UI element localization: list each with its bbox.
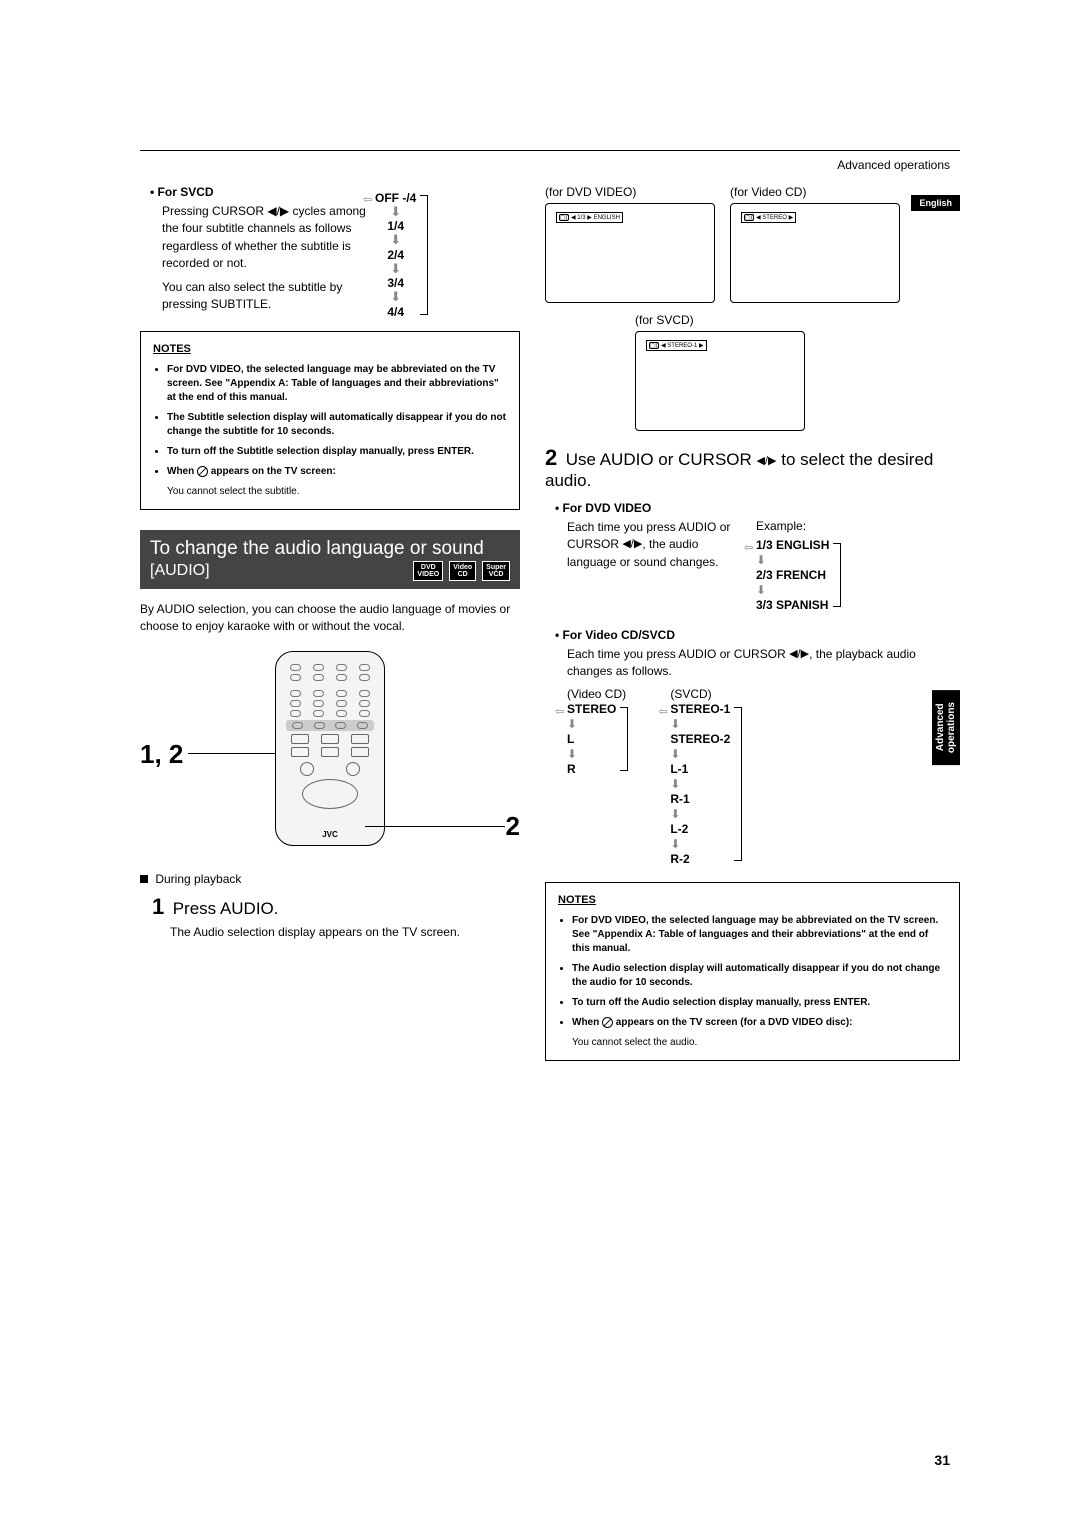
dvd-video-text: Each time you press AUDIO or CURSOR ◀/▶,… — [567, 519, 742, 608]
svcd-text2: You can also select the subtitle by pres… — [162, 279, 375, 314]
notes-box-audio: NOTES For DVD VIDEO, the selected langua… — [545, 882, 960, 1061]
prohibit-icon — [602, 1017, 613, 1028]
left-column: • For SVCD Pressing CURSOR ◀/▶ cycles am… — [140, 185, 520, 1061]
remote-diagram: JVC — [275, 651, 385, 846]
step1-text: Press AUDIO. — [173, 899, 279, 918]
vcd-label: (Video CD) — [567, 687, 630, 701]
tv-screen-vcd: ◯))◀ STEREO ▶ — [730, 203, 900, 303]
square-bullet-icon — [140, 875, 148, 883]
prohibit-icon — [197, 466, 208, 477]
dvd-lang-cycle: ⇦ 1/3 ENGLISH ⬇ 2/3 FRENCH ⬇ 3/3 SPANISH — [756, 537, 843, 613]
side-tab-advanced: Advancedoperations — [932, 690, 960, 765]
tv-label-vcd: (for Video CD) — [730, 185, 900, 199]
language-tab: English — [911, 195, 960, 211]
badge-svcd: SuperVCD — [482, 561, 510, 581]
section-header-audio: To change the audio language or sound [A… — [140, 530, 520, 589]
notes-box-subtitle: NOTES For DVD VIDEO, the selected langua… — [140, 331, 520, 510]
callout-12: 1, 2 — [140, 739, 183, 770]
during-playback: During playback — [155, 872, 241, 886]
svcd-audio-cycle: ⇦ STEREO-1 ⬇ STEREO-2 ⬇ L-1 ⬇ R-1 ⬇ L-2 … — [670, 701, 744, 867]
tv-screen-svcd: ◯))◀ STEREO-1 ▶ — [635, 331, 805, 431]
tv-label-dvd: (for DVD VIDEO) — [545, 185, 715, 199]
step2-text: Use AUDIO or CURSOR ◀/▶ to select the de… — [545, 450, 933, 490]
badge-vcd: VideoCD — [449, 561, 476, 581]
right-column: (for DVD VIDEO) ◯))◀ 1/3 ▶ ENGLISH (for … — [545, 185, 960, 1061]
svcd-heading: • For SVCD — [150, 185, 375, 199]
vcd-svcd-heading: • For Video CD/SVCD — [555, 628, 960, 642]
page-number: 31 — [934, 1452, 950, 1468]
breadcrumb: Advanced operations — [837, 158, 950, 172]
step1-number: 1 — [152, 894, 164, 920]
step2-number: 2 — [545, 445, 557, 471]
tv-label-svcd: (for SVCD) — [635, 313, 960, 327]
vcd-svcd-text: Each time you press AUDIO or CURSOR ◀/▶,… — [567, 646, 960, 681]
svcd-cycle: ⇦ OFF -/4 ⬇ 1/4 ⬇ 2/4 ⬇ 3/4 ⬇ 4/4 — [375, 189, 430, 321]
audio-intro: By AUDIO selection, you can choose the a… — [140, 601, 520, 636]
step1-desc: The Audio selection display appears on t… — [170, 924, 520, 941]
svcd-label: (SVCD) — [670, 687, 744, 701]
callout-2: 2 — [506, 811, 520, 842]
tv-screen-dvd: ◯))◀ 1/3 ▶ ENGLISH — [545, 203, 715, 303]
dvd-video-heading: • For DVD VIDEO — [555, 501, 960, 515]
vcd-cycle: ⇦ STEREO ⬇ L ⬇ R — [567, 701, 630, 777]
example-label: Example: — [756, 519, 843, 533]
svcd-text: Pressing CURSOR ◀/▶ cycles among the fou… — [162, 203, 375, 273]
badge-dvd: DVDVIDEO — [413, 561, 443, 581]
